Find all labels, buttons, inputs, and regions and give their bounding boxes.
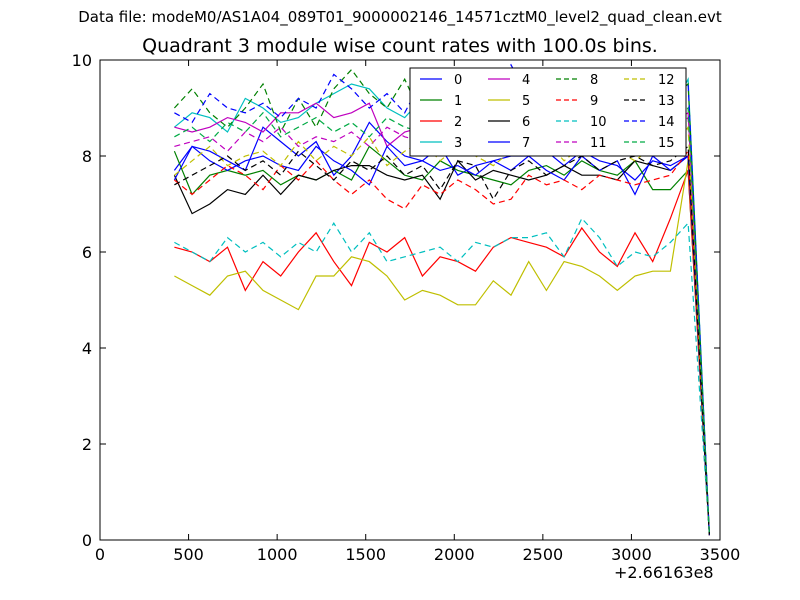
legend-label-10: 10: [590, 115, 607, 130]
x-tick-label: 1500: [345, 545, 386, 564]
y-tick-label: 0: [82, 531, 92, 550]
legend-label-11: 11: [590, 136, 607, 151]
legend-box: [409, 67, 687, 157]
series-line-9: [174, 149, 710, 536]
legend-label-0: 0: [454, 73, 462, 88]
series-line-2: [174, 170, 710, 536]
legend-label-5: 5: [522, 94, 530, 109]
legend-label-8: 8: [590, 73, 598, 88]
x-tick-label: 500: [173, 545, 204, 564]
series-line-11: [174, 115, 710, 536]
plot-frame: [99, 59, 721, 541]
legend-label-13: 13: [658, 94, 675, 109]
x-tick-label: 1000: [257, 545, 298, 564]
x-tick-label: 3000: [611, 545, 652, 564]
x-tick-label: 0: [95, 545, 105, 564]
datafile-label: Data file: modeM0/AS1A04_089T01_90000021…: [78, 8, 722, 26]
legend-label-14: 14: [658, 115, 675, 130]
series-line-12: [174, 125, 710, 536]
series-line-7: [173, 145, 710, 536]
y-tick-label: 4: [82, 339, 92, 358]
legend-label-4: 4: [522, 73, 530, 88]
series-line-1: [173, 145, 710, 536]
y-tick-label: 10: [72, 51, 92, 70]
series-line-13: [174, 145, 710, 536]
series-line-5: [174, 160, 710, 536]
legend-label-7: 7: [522, 136, 530, 151]
y-tick-label: 8: [82, 147, 92, 166]
y-tick-label: 6: [82, 243, 92, 262]
x-tick-label: 2500: [522, 545, 563, 564]
legend-label-15: 15: [658, 136, 675, 151]
legend-label-1: 1: [454, 94, 462, 109]
legend-label-2: 2: [454, 115, 462, 130]
legend-label-3: 3: [454, 136, 462, 151]
y-tick-label: 2: [82, 435, 92, 454]
legend-label-6: 6: [522, 115, 530, 130]
legend-label-9: 9: [590, 94, 598, 109]
x-tick-label: 2000: [434, 545, 475, 564]
legend-label-12: 12: [658, 73, 675, 88]
x-offset-label: +2.66163e8: [614, 563, 714, 582]
series-line-6: [173, 154, 710, 536]
x-tick-label: 3500: [700, 545, 741, 564]
series-line-10: [174, 217, 710, 536]
chart-title: Quadrant 3 module wise count rates with …: [142, 35, 658, 57]
